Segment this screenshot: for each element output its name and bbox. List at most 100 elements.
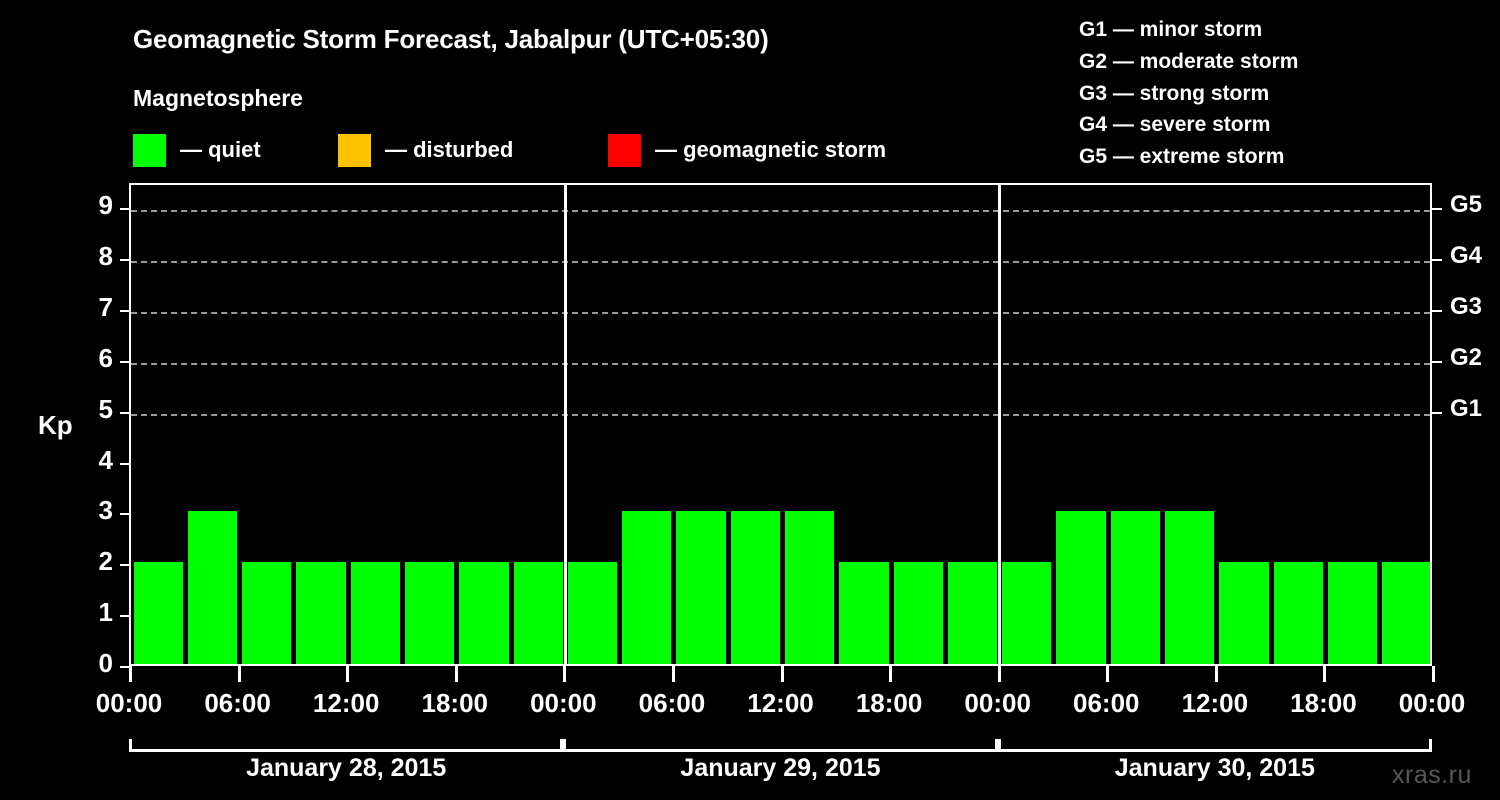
kp-bar (1056, 511, 1106, 664)
kp-bar (893, 562, 943, 664)
g-tick-label-G4: G4 (1450, 242, 1483, 270)
date-bracket (563, 739, 998, 752)
x-tick-mark (1106, 666, 1110, 682)
kp-bar (1273, 562, 1323, 664)
gridline-kp-8 (131, 261, 1430, 264)
kp-bar (730, 511, 780, 664)
watermark: xras.ru (1392, 761, 1472, 789)
kp-bar (785, 511, 835, 664)
magnetosphere-heading: Magnetosphere (133, 85, 303, 111)
y-tick-mark-8 (120, 259, 131, 262)
g-legend-line-4: G4 — severe storm (1079, 113, 1271, 137)
y-tick-label-4: 4 (98, 444, 113, 475)
y-tick-mark-4 (120, 462, 131, 465)
kp-bar (187, 511, 238, 664)
kp-bar (1382, 562, 1430, 664)
y-tick-label-6: 6 (98, 342, 113, 373)
kp-bar (459, 562, 509, 664)
kp-bar (513, 562, 563, 664)
y-tick-mark-1 (120, 615, 131, 618)
kp-bar (1219, 562, 1269, 664)
kp-bar (1002, 562, 1052, 664)
x-tick-label: 00:00 (530, 688, 597, 718)
x-tick-mark (454, 666, 458, 682)
x-tick-label: 18:00 (1290, 688, 1357, 718)
x-tick-label: 00:00 (1398, 688, 1466, 718)
x-tick-mark (1323, 666, 1327, 682)
green-square-swatch (133, 133, 166, 167)
y-tick-mark-3 (120, 513, 131, 516)
x-tick-label: 12:00 (1181, 688, 1249, 718)
orange-square-swatch (338, 133, 371, 167)
page-title: Geomagnetic Storm Forecast, Jabalpur (UT… (133, 24, 769, 54)
kp-bar (947, 562, 998, 664)
y-tick-mark-5 (120, 411, 131, 414)
y-tick-mark-2 (120, 564, 131, 567)
g-tick-mark-G3 (1431, 310, 1442, 313)
y-tick-mark-7 (120, 310, 131, 313)
kp-bar (1327, 562, 1378, 664)
x-tick-mark (997, 666, 1001, 682)
y-axis-title: Kp (38, 410, 73, 440)
x-tick-label: 18:00 (855, 688, 923, 718)
x-tick-label: 12:00 (312, 688, 380, 718)
legend-entry-0: — quiet (133, 132, 261, 168)
y-tick-label-1: 1 (98, 597, 113, 628)
y-tick-label-0: 0 (98, 648, 113, 678)
x-tick-label: 12:00 (747, 688, 814, 718)
date-label: January 29, 2015 (680, 754, 881, 782)
y-tick-mark-9 (120, 208, 131, 211)
legend-label: — quiet (180, 137, 261, 162)
kp-bar (242, 562, 292, 664)
g-tick-label-G3: G3 (1450, 293, 1483, 321)
y-tick-label-8: 8 (98, 241, 113, 272)
g-tick-label-G2: G2 (1450, 343, 1483, 371)
g-legend-line-5: G5 — extreme storm (1079, 145, 1285, 169)
g-tick-mark-G4 (1431, 259, 1442, 262)
legend-label: — geomagnetic storm (655, 137, 887, 162)
x-tick-mark (780, 666, 784, 682)
y-tick-label-7: 7 (98, 292, 113, 323)
kp-bar (567, 562, 618, 664)
x-tick-label: 06:00 (204, 688, 271, 718)
red-square-swatch (608, 133, 641, 167)
x-tick-label: 06:00 (638, 688, 706, 718)
g-tick-mark-G5 (1431, 208, 1442, 211)
x-tick-mark (1432, 666, 1435, 682)
g-tick-mark-G1 (1431, 411, 1442, 414)
x-tick-mark (889, 666, 893, 682)
kp-bar (133, 562, 183, 664)
g-legend-line-2: G2 — moderate storm (1079, 49, 1299, 73)
g-legend-line-3: G3 — strong storm (1079, 81, 1270, 105)
day-separator-line (563, 185, 567, 664)
date-label: January 30, 2015 (1114, 754, 1315, 782)
x-tick-mark (563, 666, 567, 682)
g-scale-legend: G1 — minor storm G2 — moderate storm G3 — … (1079, 14, 1298, 173)
g-tick-label-G1: G1 (1450, 394, 1483, 422)
legend-label: — disturbed (385, 137, 514, 162)
kp-bar (1110, 511, 1161, 664)
x-tick-label: 06:00 (1073, 688, 1140, 718)
legend-entry-2: — geomagnetic storm (608, 132, 886, 168)
y-tick-mark-0 (120, 666, 131, 668)
y-tick-mark-6 (120, 360, 131, 363)
kp-bar (676, 511, 726, 664)
kp-bar (622, 511, 672, 664)
day-separator-line (998, 185, 1002, 664)
kp-bar (350, 562, 400, 664)
gridline-kp-9 (131, 210, 1430, 213)
date-bracket (997, 739, 1432, 752)
y-tick-label-9: 9 (98, 190, 113, 221)
g-tick-mark-G2 (1431, 360, 1442, 363)
gridline-kp-6 (131, 362, 1430, 365)
y-tick-label-3: 3 (98, 495, 113, 526)
date-bracket (129, 739, 564, 752)
y-tick-label-5: 5 (98, 393, 113, 424)
kp-bar (404, 562, 455, 664)
x-tick-mark (129, 666, 132, 682)
x-tick-mark (1214, 666, 1218, 682)
x-tick-label: 00:00 (964, 688, 1031, 718)
g-tick-label-G5: G5 (1450, 191, 1483, 219)
gridline-kp-7 (131, 312, 1430, 315)
x-tick-mark (237, 666, 241, 682)
